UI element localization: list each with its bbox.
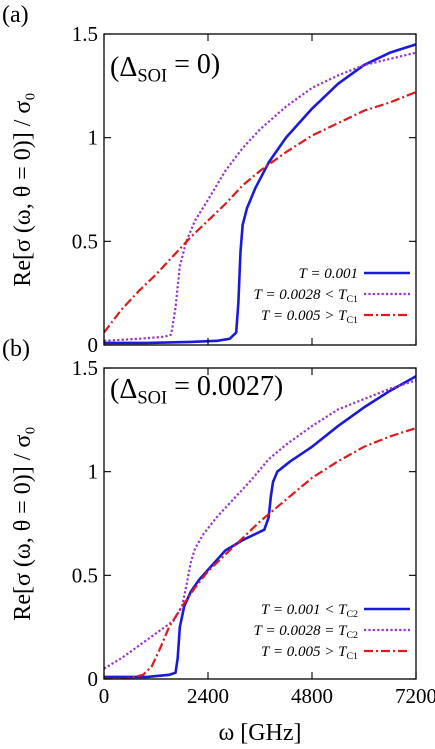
panel-label: (a) bbox=[2, 2, 29, 28]
legend-label-1: T = 0.0028 = TC2​ bbox=[254, 623, 359, 641]
legend-label-2: T = 0.005 > TC1​ bbox=[261, 644, 358, 662]
y-tick-label: 1.5 bbox=[72, 22, 98, 46]
annotation: (ΔSOI​ = 0) bbox=[110, 49, 220, 85]
plot-frame bbox=[103, 33, 417, 346]
annotation: (ΔSOI​ = 0.0027) bbox=[110, 371, 283, 407]
x-tick-label: 2400 bbox=[187, 684, 229, 708]
legend-label-0: T = 0.001 bbox=[299, 266, 358, 282]
series-line-0 bbox=[104, 375, 416, 679]
y-tick-label: 1 bbox=[88, 126, 99, 150]
x-tick-label: 7200 bbox=[395, 684, 435, 708]
panel-label: (b) bbox=[2, 336, 30, 362]
y-tick-label: 0.5 bbox=[72, 563, 98, 587]
series-line-2 bbox=[104, 427, 416, 679]
series-line-1 bbox=[104, 379, 416, 670]
x-axis-title: ω [GHz] bbox=[218, 720, 301, 746]
series-line-1 bbox=[104, 51, 416, 342]
y-axis-title: Re[σ (ω, θ = 0)] / σ₀ bbox=[10, 92, 36, 286]
legend-label-0: T = 0.001 < TC2​ bbox=[261, 602, 358, 620]
plot-frame bbox=[103, 367, 417, 680]
y-axis-title: Re[σ (ω, θ = 0)] / σ₀ bbox=[10, 426, 36, 620]
y-tick-label: 0 bbox=[88, 667, 99, 691]
x-tick-label: 4800 bbox=[291, 684, 333, 708]
panel-a: 0 0.5 1 1.5 (a) (ΔSOI​ = 0) T = 0.001 T = 0.002… bbox=[2, 2, 417, 357]
y-tick-label: 0.5 bbox=[72, 229, 98, 253]
y-tick-label: 1 bbox=[88, 460, 99, 484]
y-tick-label: 0 bbox=[88, 333, 99, 357]
legend-label-1: T = 0.0028 < TC1​ bbox=[254, 287, 359, 305]
series-line-0 bbox=[104, 43, 416, 345]
y-tick-label: 1.5 bbox=[72, 356, 98, 380]
series-line-2 bbox=[104, 91, 416, 334]
x-tick-label: 0 bbox=[99, 684, 110, 708]
legend-label-2: T = 0.005 > TC1​ bbox=[261, 308, 358, 326]
